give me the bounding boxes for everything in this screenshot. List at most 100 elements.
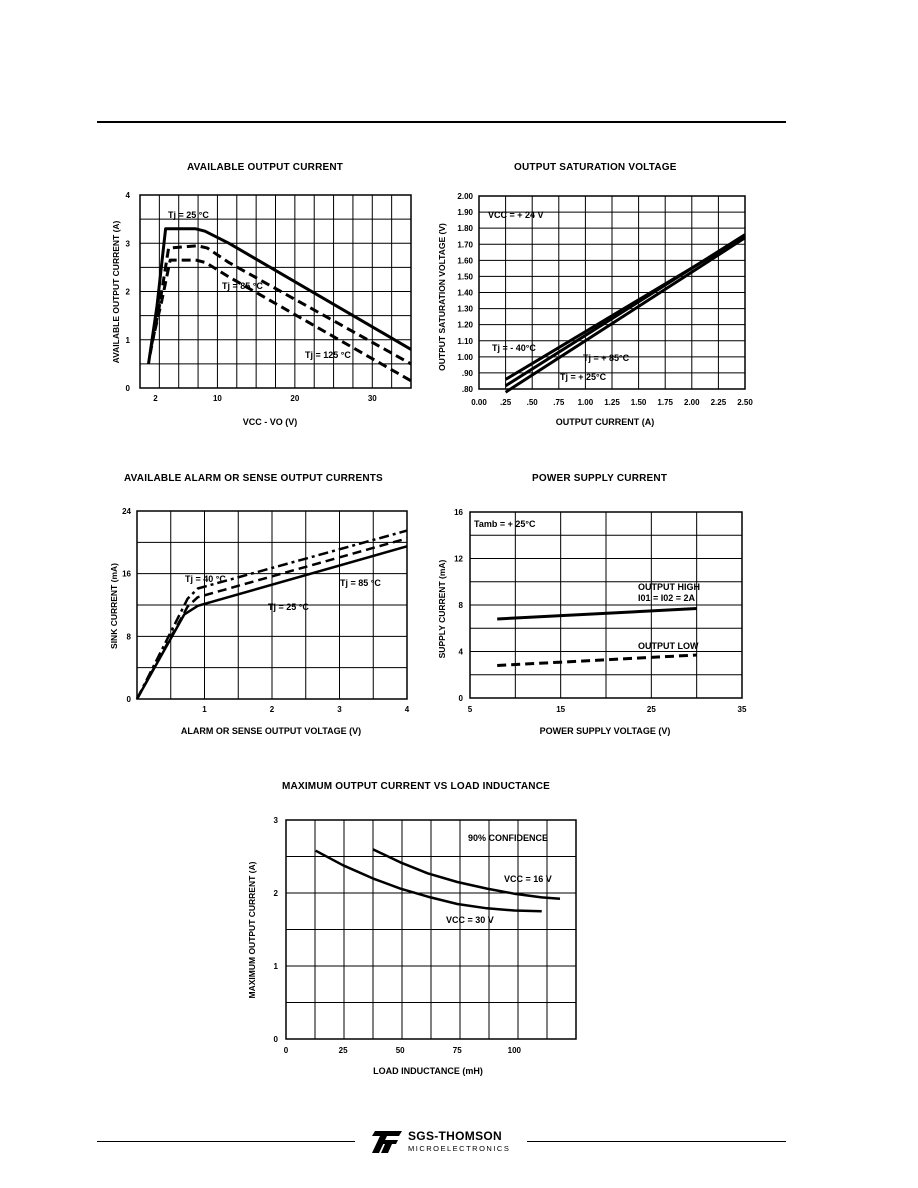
series-line [372,848,561,901]
chart4-tamb-annotation: Tamb = + 25°C [474,519,536,529]
y-tick-label: 2 [126,288,131,297]
y-tick-label: 1.20 [457,321,473,330]
y-tick-label: 4 [126,191,131,200]
y-tick-label: 24 [122,507,131,516]
series-line [135,537,408,700]
chart3-title: AVAILABLE ALARM OR SENSE OUTPUT CURRENTS [124,473,383,484]
brand-name: SGS-THOMSON [408,1129,502,1143]
y-tick-label: 0 [127,695,132,704]
x-tick-label: 4 [405,705,410,714]
chart4-series-label-high-cond: I01 = I02 = 2A [638,593,696,603]
chart2-title: OUTPUT SATURATION VOLTAGE [514,162,677,173]
series-line [148,244,412,366]
y-tick-label: 2.00 [457,192,473,201]
x-tick-label: 2.25 [711,398,727,407]
chart1-title: AVAILABLE OUTPUT CURRENT [187,162,344,173]
y-tick-label: 0 [459,694,464,703]
x-tick-label: 2.00 [684,398,700,407]
chart2-series-label-25: Tj = + 25°C [560,372,607,382]
x-tick-label: 30 [368,394,377,403]
plot-frame [469,511,743,699]
x-tick-label: 3 [337,705,342,714]
x-tick-label: 0 [284,1046,289,1055]
y-tick-label: 3 [274,816,279,825]
chart3-xlabel: ALARM OR SENSE OUTPUT VOLTAGE (V) [181,726,361,736]
series-line [150,258,412,383]
chart5-series-label-30v: VCC = 30 V [446,915,494,925]
x-tick-label: 35 [738,705,747,714]
chart1-xlabel: VCC - VO (V) [243,417,298,427]
chart3-series-label-85: Tj = 85 °C [340,578,381,588]
x-tick-label: 5 [468,705,473,714]
y-tick-label: 1.90 [457,208,473,217]
x-tick-label: .50 [527,398,539,407]
plot-frame [139,194,412,389]
x-tick-label: 1.25 [604,398,620,407]
chart5-title: MAXIMUM OUTPUT CURRENT VS LOAD INDUCTANC… [282,781,551,792]
brand-subtitle: MICROELECTRONICS [408,1144,511,1153]
y-tick-label: 16 [454,508,463,517]
series-line [135,529,408,700]
chart1-ylabel: AVAILABLE OUTPUT CURRENT (A) [111,220,121,363]
series-line [497,607,697,621]
footer-rule-left [97,1141,355,1142]
y-tick-label: 1.10 [457,337,473,346]
chart4-series-label-high: OUTPUT HIGH [638,582,700,592]
x-tick-label: 1.50 [631,398,647,407]
x-tick-label: 50 [396,1046,405,1055]
x-tick-label: 20 [290,394,299,403]
chart2-ylabel: OUTPUT SATURATION VOLTAGE (V) [437,223,447,371]
x-tick-label: 2 [153,394,158,403]
chart5-xlabel: LOAD INDUCTANCE (mH) [373,1066,483,1076]
x-tick-label: 15 [556,705,565,714]
x-tick-label: 1.75 [657,398,673,407]
series-line [147,227,412,365]
x-tick-label: 75 [453,1046,462,1055]
y-tick-label: 1.50 [457,272,473,281]
chart1-series-label-85: Tj = 85 °C [222,281,263,291]
series-line [497,653,697,667]
series-line [504,236,746,394]
plot-frame [136,510,408,700]
y-tick-label: 3 [126,239,131,248]
y-tick-label: 16 [122,570,131,579]
series-line [135,545,408,700]
chart5-confidence-annotation: 90% CONFIDENCE [468,833,548,843]
x-tick-label: .25 [500,398,512,407]
y-tick-label: 1.40 [457,289,473,298]
chart4-title: POWER SUPPLY CURRENT [532,473,668,484]
series-line [504,233,746,388]
y-tick-label: 1 [274,962,279,971]
chart3-ylabel: SINK CURRENT (mA) [109,563,119,649]
chart4-series-label-low: OUTPUT LOW [638,641,699,651]
y-tick-label: 4 [459,648,464,657]
chart2-vcc-annotation: VCC = + 24 V [488,210,544,220]
x-tick-label: 100 [508,1046,522,1055]
y-tick-label: 0 [126,384,131,393]
chart4-ylabel: SUPPLY CURRENT (mA) [437,559,447,658]
x-tick-label: 25 [647,705,656,714]
x-tick-label: 1 [202,705,207,714]
chart5-series-label-16v: VCC = 16 V [504,874,552,884]
chart1-series-label-125: Tj = 125 °C [305,350,351,360]
x-tick-label: 1.00 [578,398,594,407]
footer-rule-right [527,1141,786,1142]
y-tick-label: 8 [459,601,464,610]
x-tick-label: 10 [213,394,222,403]
x-tick-label: .75 [553,398,565,407]
y-tick-label: 2 [274,889,279,898]
y-tick-label: 1.60 [457,256,473,265]
y-tick-label: .90 [462,369,474,378]
footer-brand: SGS-THOMSON MICROELECTRONICS [408,1129,510,1153]
chart3-series-label-40: Tj = 40 °C [185,574,226,584]
y-tick-label: 1.30 [457,305,473,314]
y-tick-label: 1.00 [457,353,473,362]
x-tick-label: 2 [270,705,275,714]
chart1-series-label-25: Tj = 25 °C [168,210,209,220]
chart2-series-label-85: Tj = + 85°C [583,353,630,363]
